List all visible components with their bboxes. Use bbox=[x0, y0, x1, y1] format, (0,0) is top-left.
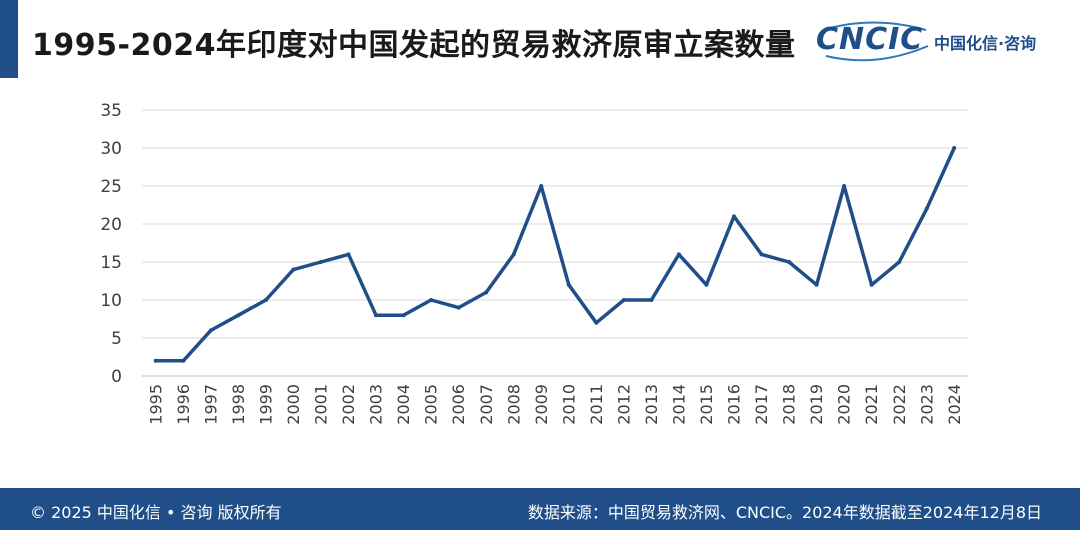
x-tick-label: 1998 bbox=[229, 384, 248, 425]
y-tick-label: 5 bbox=[111, 329, 122, 349]
x-tick-label: 1997 bbox=[201, 384, 220, 425]
y-tick-label: 0 bbox=[111, 367, 122, 387]
y-tick-label: 15 bbox=[100, 253, 122, 273]
data-point bbox=[236, 313, 241, 318]
data-point bbox=[346, 252, 351, 257]
data-point bbox=[869, 282, 874, 287]
data-point bbox=[374, 313, 379, 318]
logo-text: CNCIC bbox=[816, 22, 924, 57]
data-point bbox=[897, 260, 902, 264]
x-tick-label: 1999 bbox=[257, 384, 276, 425]
data-point bbox=[704, 282, 709, 287]
data-point bbox=[291, 267, 296, 272]
data-point bbox=[649, 298, 654, 302]
logo-subtitle: 中国化信·咨询 bbox=[934, 34, 1037, 53]
x-tick-label: 2014 bbox=[670, 384, 689, 425]
data-point bbox=[676, 252, 681, 257]
data-point bbox=[842, 184, 847, 188]
data-point bbox=[731, 214, 736, 219]
x-tick-label: 2008 bbox=[504, 384, 523, 425]
x-tick-label: 1996 bbox=[174, 384, 193, 425]
x-tick-label: 2023 bbox=[917, 384, 936, 425]
data-point bbox=[952, 146, 957, 150]
data-point bbox=[318, 260, 323, 264]
x-tick-label: 2018 bbox=[780, 384, 799, 425]
x-tick-label: 2016 bbox=[725, 384, 744, 425]
x-tick-label: 2002 bbox=[339, 384, 358, 425]
x-tick-label: 2007 bbox=[477, 384, 496, 425]
y-tick-label: 25 bbox=[100, 177, 122, 197]
x-tick-label: 2024 bbox=[945, 384, 964, 425]
accent-bar bbox=[0, 0, 18, 78]
data-point bbox=[759, 252, 764, 257]
data-point bbox=[484, 290, 489, 295]
y-tick-label: 35 bbox=[100, 101, 122, 121]
y-tick-label: 10 bbox=[100, 291, 122, 311]
chart-title: 1995-2024年印度对中国发起的贸易救济原审立案数量 bbox=[32, 28, 796, 63]
data-point bbox=[263, 298, 268, 302]
x-tick-label: 2021 bbox=[862, 384, 881, 425]
logo-swoosh-icon bbox=[825, 21, 929, 62]
x-tick-label: 2010 bbox=[559, 384, 578, 425]
x-tick-label: 2000 bbox=[284, 384, 303, 425]
x-tick-label: 2013 bbox=[642, 384, 661, 425]
x-tick-label: 2006 bbox=[449, 384, 468, 425]
y-tick-label: 20 bbox=[100, 215, 122, 235]
data-point bbox=[401, 313, 406, 318]
x-tick-label: 2019 bbox=[807, 384, 826, 425]
x-tick-label: 2009 bbox=[532, 384, 551, 425]
x-tick-label: 2020 bbox=[835, 384, 854, 425]
data-point bbox=[429, 298, 434, 302]
source-note: 数据来源：中国贸易救济网、CNCIC。2024年数据截至2024年12月8日 bbox=[527, 503, 1042, 522]
data-point bbox=[511, 252, 516, 257]
x-tick-label: 2004 bbox=[394, 384, 413, 425]
x-tick-label: 2017 bbox=[752, 384, 771, 425]
x-tick-label: 2011 bbox=[587, 384, 606, 425]
data-point bbox=[787, 260, 792, 264]
data-point bbox=[814, 282, 819, 287]
copyright-text: © 2025 中国化信 • 咨询 版权所有 bbox=[30, 503, 282, 522]
x-tick-label: 2015 bbox=[697, 384, 716, 425]
x-tick-label: 1995 bbox=[146, 384, 165, 425]
data-point bbox=[539, 184, 544, 188]
series-line bbox=[154, 146, 956, 363]
data-point bbox=[566, 282, 571, 287]
data-point bbox=[181, 358, 186, 363]
x-tick-label: 2001 bbox=[312, 384, 331, 425]
data-point bbox=[621, 298, 626, 302]
x-tick-label: 2012 bbox=[614, 384, 633, 425]
header: 1995-2024年印度对中国发起的贸易救济原审立案数量 CNCIC 中国化信·… bbox=[18, 0, 1080, 78]
footer: © 2025 中国化信 • 咨询 版权所有 数据来源：中国贸易救济网、CNCIC… bbox=[0, 488, 1080, 530]
cncic-logo: CNCIC 中国化信·咨询 bbox=[816, 16, 1056, 66]
data-point bbox=[594, 320, 599, 325]
data-point bbox=[456, 305, 461, 310]
x-tick-label: 2022 bbox=[890, 384, 909, 425]
x-tick-label: 2003 bbox=[367, 384, 386, 425]
data-point bbox=[153, 358, 158, 363]
data-point bbox=[924, 206, 929, 211]
y-tick-label: 30 bbox=[100, 139, 122, 159]
line-chart: 0 5 10 15 20 25 30 35 1995 1996 1997 1998 1999 2000 20… bbox=[100, 101, 968, 425]
x-tick-label: 2005 bbox=[422, 384, 441, 425]
data-point bbox=[208, 328, 213, 333]
